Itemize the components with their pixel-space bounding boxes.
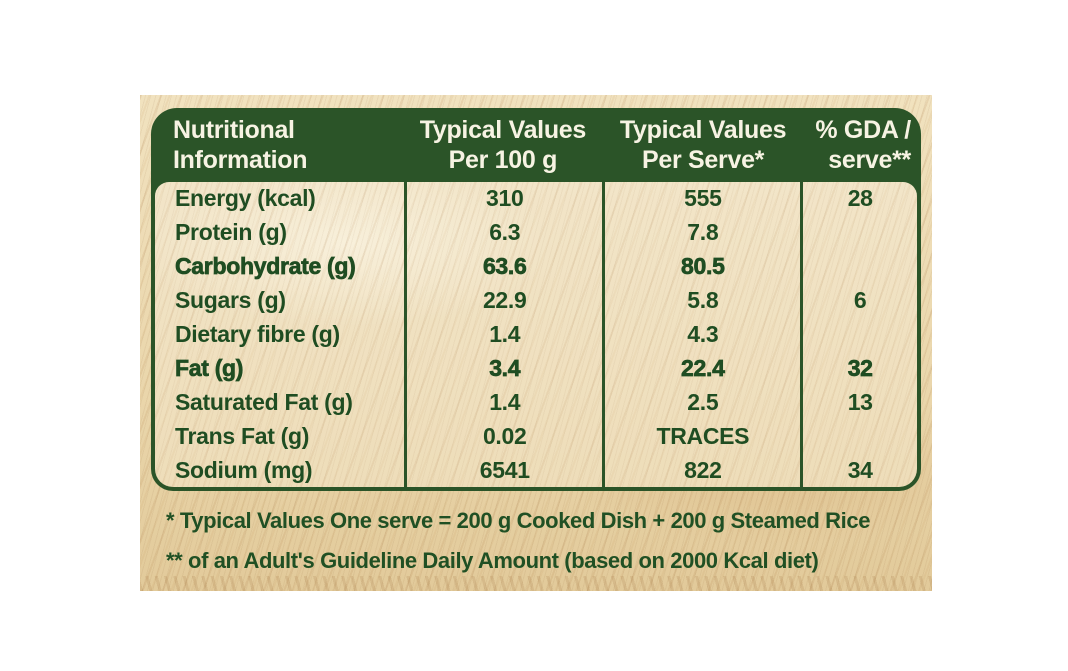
- row-value: 5.8: [687, 287, 719, 314]
- row-label: Saturated Fat (g): [175, 388, 353, 415]
- column-per-100g: 310 6.3 63.6 22.9 1.4 3.4 1.4 0.02 6541: [404, 182, 602, 487]
- nutrition-table: Nutritional Information Typical Values P…: [151, 108, 921, 491]
- header-line: serve**: [828, 146, 911, 174]
- row-value: 822: [684, 456, 722, 483]
- row-value: 3.4: [489, 354, 521, 382]
- row-value: 80.5: [681, 253, 726, 280]
- column-nutrient: Energy (kcal) Protein (g) Carbohydrate (g)…: [155, 182, 404, 487]
- header-gda-per-serve: % GDA / serve**: [803, 108, 921, 182]
- row-value: 6541: [479, 456, 530, 483]
- row-value: 310: [485, 185, 524, 212]
- header-per-serve: Typical Values Per Serve*: [603, 108, 803, 182]
- footnote-serve-definition: * Typical Values One serve = 200 g Cooke…: [166, 508, 871, 533]
- row-value: 7.8: [687, 219, 719, 246]
- header-line: Per Serve*: [642, 146, 765, 174]
- row-value: 0.02: [482, 422, 527, 449]
- header-line: % GDA /: [815, 116, 911, 144]
- row-value: 22.9: [482, 287, 527, 314]
- row-value: 32: [847, 354, 873, 382]
- row-value: 2.5: [687, 388, 719, 415]
- row-value: 22.4: [681, 354, 726, 382]
- table-header: Nutritional Information Typical Values P…: [151, 108, 921, 182]
- row-label: Carbohydrate (g): [175, 253, 357, 280]
- header-line: Typical Values: [619, 116, 787, 144]
- row-value: 6.3: [489, 219, 521, 246]
- header-line: Per 100 g: [448, 146, 558, 174]
- wood-background: Nutritional Information Typical Values P…: [140, 95, 932, 591]
- footnote-gda-definition: ** of an Adult's Guideline Daily Amount …: [166, 548, 819, 573]
- row-value: [803, 216, 917, 250]
- header-line: Typical Values: [419, 116, 587, 144]
- row-value: 555: [684, 185, 722, 212]
- header-nutritional-information: Nutritional Information: [151, 108, 403, 182]
- row-label: Dietary fibre (g): [175, 321, 340, 347]
- row-value: 63.6: [482, 253, 528, 280]
- row-label: Protein (g): [175, 219, 287, 246]
- column-gda: 28 6 32 13 34: [800, 182, 917, 487]
- row-value: [803, 250, 917, 284]
- row-label: Sugars (g): [175, 287, 286, 314]
- table-body: Energy (kcal) Protein (g) Carbohydrate (g)…: [155, 182, 917, 487]
- row-label: Fat (g): [175, 354, 244, 382]
- header-per-100g: Typical Values Per 100 g: [403, 108, 603, 182]
- row-value: 34: [847, 456, 873, 483]
- row-value: 1.4: [489, 388, 521, 415]
- row-value: 6: [853, 287, 867, 314]
- row-value: 28: [847, 185, 873, 212]
- row-value: 13: [847, 388, 873, 415]
- row-label: Energy (kcal): [175, 185, 316, 212]
- row-value: 4.3: [687, 321, 719, 347]
- row-value: 1.4: [489, 321, 521, 347]
- row-label: Sodium (mg): [175, 456, 313, 483]
- column-per-serve: 555 7.8 80.5 5.8 4.3 22.4 2.5 TRACES 822: [602, 182, 800, 487]
- row-label: Trans Fat (g): [175, 422, 310, 449]
- header-line: Information: [173, 146, 308, 174]
- row-value: [803, 318, 917, 352]
- row-value: [803, 419, 917, 453]
- header-line: Nutritional: [173, 116, 295, 144]
- row-value: TRACES: [656, 422, 750, 449]
